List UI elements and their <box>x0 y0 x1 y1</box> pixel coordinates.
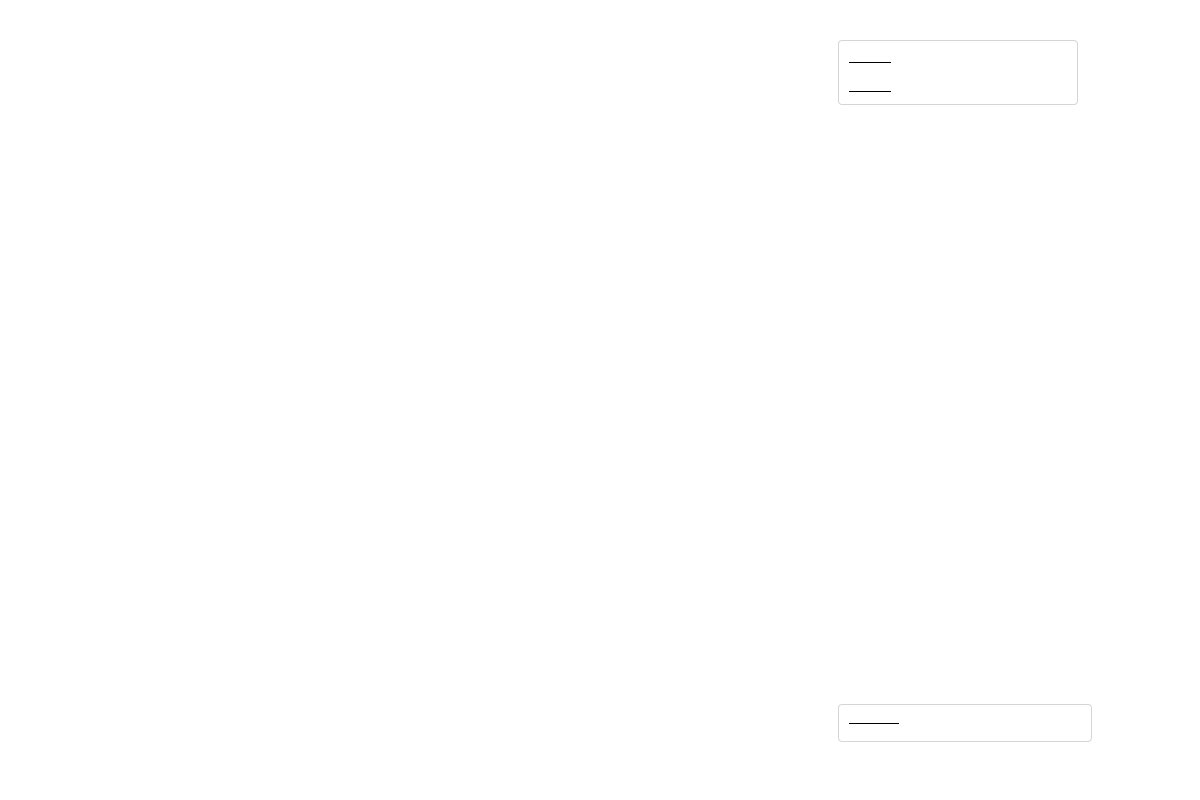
legend-line-signal <box>849 722 899 724</box>
occluded-xtick-fragment <box>89 578 106 594</box>
legend-item-signal <box>849 712 1081 734</box>
legend-line-strategy <box>849 62 891 63</box>
legend-bottom[interactable] <box>838 704 1092 742</box>
legend-item-trendemotiontiming <box>849 48 1067 77</box>
legend-top[interactable] <box>838 40 1078 105</box>
legend-line-benchmark <box>849 91 891 92</box>
legend-item-benchmark <box>849 77 1067 106</box>
